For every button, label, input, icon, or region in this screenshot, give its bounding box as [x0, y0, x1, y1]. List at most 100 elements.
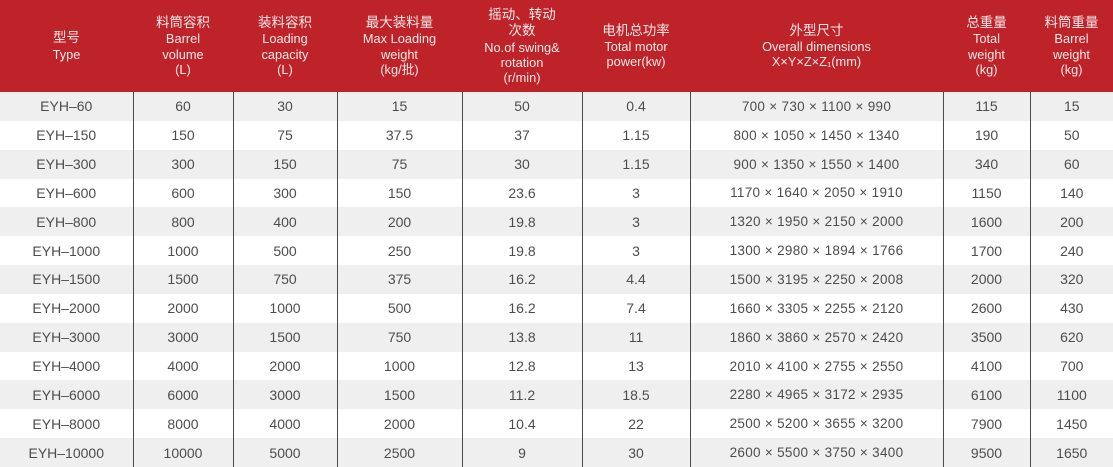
cell-total_weight: 1600: [943, 207, 1031, 237]
cell-type: EYH–1500: [0, 265, 134, 294]
cell-motor_power: 7.4: [582, 293, 691, 323]
cell-total_weight: 4100: [943, 351, 1031, 381]
cell-max_loading_weight: 1000: [337, 351, 463, 381]
cell-barrel_volume: 6000: [133, 380, 234, 410]
table-row: EYH–600 600 300 150 23.6 3 1170 × 1640 × 2050 …: [0, 178, 1113, 208]
column-header-en-label: Loading capacity (L): [261, 31, 309, 77]
cell-loading_capacity: 1000: [233, 293, 338, 323]
cell-barrel_weight: 430: [1060, 300, 1084, 317]
spec-table-header: 型号 Type 料筒容积 Barrel volume (L) 装料容积 Loading c…: [0, 0, 1113, 92]
cell-type: EYH–10000: [0, 438, 134, 467]
cell-max_loading_weight: 375: [337, 265, 463, 294]
cell-overall_dimensions: 1500 × 3195 × 2250 × 2008: [690, 265, 944, 294]
cell-barrel_volume: 3000: [133, 322, 234, 352]
cell-barrel_weight: 1650: [1056, 444, 1088, 461]
column-header-en-label: Type: [52, 46, 81, 62]
cell-overall_dimensions: 2280 × 4965 × 3172 × 2935: [690, 380, 944, 410]
table-row: EYH–150 150 75 37.5 37 1.15 800 × 1050 × 1450 …: [0, 120, 1113, 150]
column-header-loading_capacity: 装料容积 Loading capacity (L): [233, 0, 337, 92]
cell-swing_rotation: 10.4: [462, 409, 583, 439]
cell-total_weight: 3500: [943, 322, 1031, 352]
column-header-total_weight: 总重量 Total weight (kg): [943, 0, 1030, 92]
cell-barrel_volume: 1500: [133, 265, 234, 294]
cell-total_weight: 2000: [943, 265, 1031, 294]
table-row: EYH–4000 4000 2000 1000 12.8 13 2010 × 4100 × …: [0, 351, 1113, 381]
cell-total_weight: 2600: [943, 293, 1031, 323]
cell-barrel_weight: 620: [1060, 329, 1084, 346]
cell-motor_power: 11: [582, 322, 691, 352]
column-header-zh-label: 装料容积: [258, 15, 312, 31]
column-header-zh-label: 最大装料量: [365, 15, 434, 31]
column-header-zh-label: 总重量: [966, 15, 1007, 31]
cell-max_loading_weight: 250: [337, 236, 463, 266]
cell-barrel_volume: 600: [133, 178, 234, 208]
cell-overall_dimensions: 1320 × 1950 × 2150 × 2000: [690, 207, 944, 237]
cell-loading_capacity: 4000: [233, 409, 338, 439]
cell-max_loading_weight: 200: [337, 207, 463, 237]
cell-motor_power: 1.15: [582, 149, 691, 179]
cell-motor_power: 13: [582, 351, 691, 381]
cell-total_weight: 9500: [943, 438, 1031, 467]
column-header-motor_power: 电机总功率 Total motor power(kw): [582, 0, 690, 92]
column-header-en-label: Total motor power(kw): [604, 39, 668, 70]
cell-motor_power: 4.4: [582, 265, 691, 294]
cell-barrel_weight: 700: [1060, 358, 1084, 375]
cell-type: EYH–6000: [0, 380, 134, 410]
cell-max_loading_weight: 150: [337, 178, 463, 208]
cell-barrel_weight: 200: [1060, 213, 1084, 230]
cell-swing_rotation: 16.2: [462, 293, 583, 323]
cell-loading_capacity: 500: [233, 236, 338, 266]
cell-barrel_weight: 240: [1060, 242, 1084, 259]
table-row: EYH–2000 2000 1000 500 16.2 7.4 1660 × 3305 × …: [0, 293, 1113, 323]
cell-total_weight: 1700: [943, 236, 1031, 266]
cell-motor_power: 22: [582, 409, 691, 439]
cell-barrel_volume: 2000: [133, 293, 234, 323]
cell-overall_dimensions: 900 × 1350 × 1550 × 1400: [690, 149, 944, 179]
column-header-zh-label: 料筒重量: [1044, 15, 1099, 31]
cell-overall_dimensions: 800 × 1050 × 1450 × 1340: [690, 120, 944, 150]
column-header-en-label: Barrel weight (kg): [1053, 31, 1090, 77]
cell-barrel_volume: 10000: [133, 438, 234, 467]
column-header-en-label: No.of swing& rotation (r/min): [484, 39, 560, 85]
cell-total_weight: 340: [943, 149, 1031, 179]
column-header-type: 型号 Type: [0, 0, 133, 92]
table-row: EYH–8000 8000 4000 2000 10.4 22 2500 × 5200 × …: [0, 409, 1113, 439]
table-row: EYH–60 60 30 15 50 0.4 700 × 730 × 1100 × 990 1…: [0, 92, 1113, 121]
header-row: 型号 Type 料筒容积 Barrel volume (L) 装料容积 Loading c…: [0, 0, 1113, 92]
column-header-en-label: Barrel volume (L): [162, 31, 204, 77]
cell-max_loading_weight: 500: [337, 293, 463, 323]
cell-motor_power: 1.15: [582, 120, 691, 150]
cell-total_weight: 7900: [943, 409, 1031, 439]
column-header-barrel_weight: 料筒重量 Barrel weight (kg): [1030, 0, 1113, 92]
cell-loading_capacity: 300: [233, 178, 338, 208]
cell-type: EYH–2000: [0, 293, 134, 323]
spec-table-body: EYH–60 60 30 15 50 0.4 700 × 730 × 1100 × 990 1…: [0, 92, 1113, 467]
cell-swing_rotation: 19.8: [462, 236, 583, 266]
cell-barrel_weight: 140: [1060, 184, 1084, 201]
cell-type: EYH–600: [0, 178, 134, 208]
table-row: EYH–300 300 150 75 30 1.15 900 × 1350 × 1550 ×…: [0, 149, 1113, 179]
cell-overall_dimensions: 700 × 730 × 1100 × 990: [690, 92, 944, 121]
cell-motor_power: 3: [582, 236, 691, 266]
cell-barrel_weight: 1450: [1056, 415, 1088, 432]
cell-motor_power: 0.4: [582, 92, 691, 121]
column-header-en-label: Max Loading weight (kg/批): [362, 31, 437, 77]
cell-overall_dimensions: 2600 × 5500 × 3750 × 3400: [690, 438, 944, 467]
table-row: EYH–10000 10000 5000 2500 9 30 2600 × 5500 × 3…: [0, 438, 1113, 467]
cell-barrel_volume: 150: [133, 120, 234, 150]
cell-overall_dimensions: 1170 × 1640 × 2050 × 1910: [690, 178, 944, 208]
cell-loading_capacity: 30: [233, 92, 338, 121]
column-header-zh-label: 外型尺寸: [789, 22, 844, 38]
column-header-zh-label: 电机总功率: [602, 22, 670, 38]
cell-type: EYH–800: [0, 207, 134, 237]
cell-swing_rotation: 16.2: [462, 265, 583, 294]
cell-swing_rotation: 11.2: [462, 380, 583, 410]
cell-barrel_weight: 60: [1063, 156, 1080, 173]
table-row: EYH–800 800 400 200 19.8 3 1320 × 1950 × 2150 …: [0, 207, 1113, 237]
cell-overall_dimensions: 2010 × 4100 × 2755 × 2550: [690, 351, 944, 381]
cell-loading_capacity: 750: [233, 265, 338, 294]
cell-overall_dimensions: 2500 × 5200 × 3655 × 3200: [690, 409, 944, 439]
column-header-swing_rotation: 摇动、转动 次数 No.of swing& rotation (r/min): [462, 0, 582, 92]
cell-overall_dimensions: 1300 × 2980 × 1894 × 1766: [690, 236, 944, 266]
